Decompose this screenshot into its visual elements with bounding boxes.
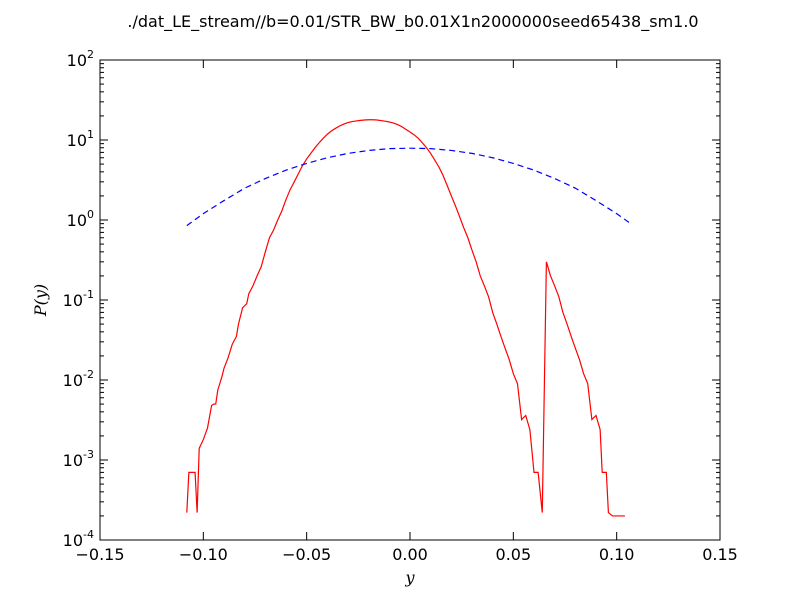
x-tick-label-0: −0.15	[75, 545, 124, 564]
y-tick-label-1: 10-3	[63, 448, 94, 470]
series-line-1	[186, 119, 625, 517]
x-tick-label-1: −0.10	[179, 545, 228, 564]
chart-title: ./dat_LE_stream//b=0.01/STR_BW_b0.01X1n2…	[127, 12, 698, 32]
x-tick-labels: −0.15 −0.10 −0.05 0.00 0.05 0.10 0.15	[75, 545, 737, 564]
x-tick-label-6: 0.15	[702, 545, 738, 564]
y-tick-label-3: 10-1	[63, 288, 94, 310]
x-tick-label-2: −0.05	[282, 545, 331, 564]
series-layer	[186, 119, 630, 517]
x-tick-label-4: 0.05	[496, 545, 532, 564]
x-tick-label-3: 0.00	[392, 545, 428, 564]
y-tick-labels: 10-4 10-3 10-2 10-1 100 101 102	[63, 48, 94, 550]
y-axis-label: P(y)	[31, 284, 50, 317]
y-tick-label-4: 100	[67, 208, 94, 230]
x-axis-label: y	[404, 568, 415, 587]
y-tick-label-5: 101	[67, 128, 94, 150]
series-line-2	[186, 147, 630, 227]
y-tick-label-2: 10-2	[63, 368, 94, 390]
x-tick-label-5: 0.10	[599, 545, 635, 564]
y-tick-label-6: 102	[67, 48, 94, 70]
y-tick-label-0: 10-4	[63, 528, 94, 550]
ticks-layer	[99, 59, 721, 541]
